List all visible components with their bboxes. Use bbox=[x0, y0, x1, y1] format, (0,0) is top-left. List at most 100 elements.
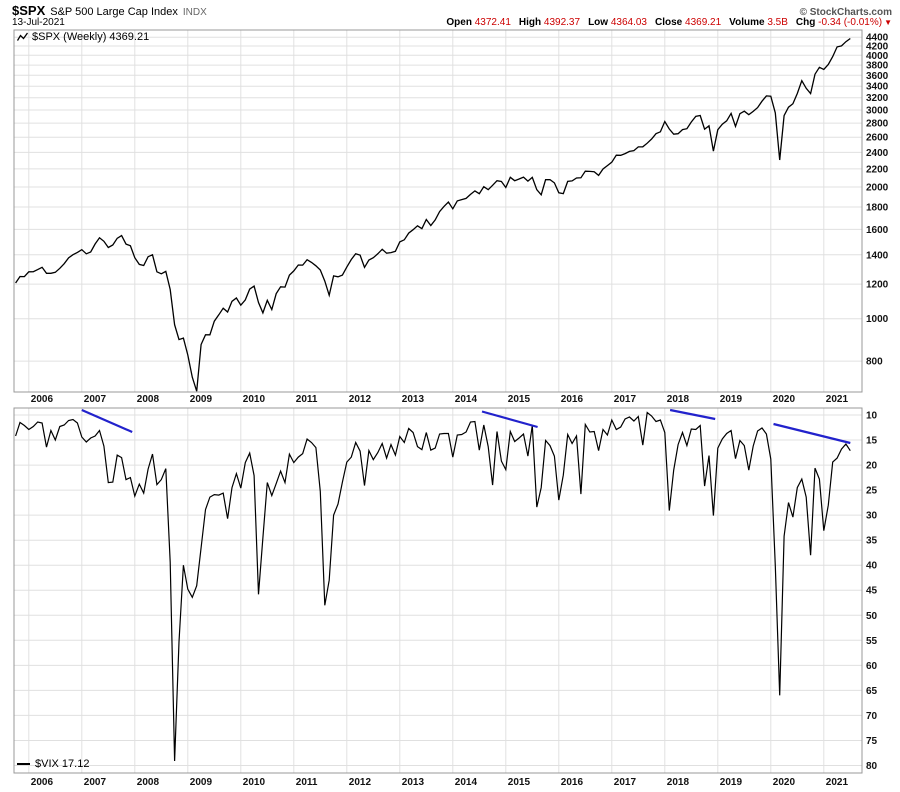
vix-line-sample-icon bbox=[17, 763, 30, 765]
quote-open: Open 4372.41 bbox=[446, 17, 511, 28]
price-axis-label: 1000 bbox=[866, 314, 889, 325]
change-down-arrow-icon: ▼ bbox=[884, 18, 892, 27]
vix-axis-label: 15 bbox=[866, 436, 878, 447]
close-value: 4369.21 bbox=[685, 17, 722, 28]
year-label-bottom: 2020 bbox=[773, 777, 796, 788]
year-label-bottom: 2015 bbox=[508, 777, 531, 788]
vix-axis-label: 75 bbox=[866, 736, 878, 747]
low-label: Low bbox=[588, 17, 609, 28]
price-axis-label: 3400 bbox=[866, 82, 889, 93]
vix-axis-label: 25 bbox=[866, 486, 878, 497]
header-row-2: 13-Jul-2021 Open 4372.41 High 4392.37 Lo… bbox=[12, 17, 892, 28]
price-axis-label: 2800 bbox=[866, 119, 889, 130]
vix-trendline-annotation bbox=[481, 410, 538, 429]
quote-change: Chg -0.34 (-0.01%) ▼ bbox=[796, 17, 892, 28]
year-label-mid: 2017 bbox=[614, 394, 637, 405]
year-label-bottom: 2010 bbox=[243, 777, 266, 788]
change-label: Chg bbox=[795, 17, 816, 28]
year-label-mid: 2019 bbox=[720, 394, 743, 405]
high-label: High bbox=[518, 17, 542, 28]
year-label-mid: 2014 bbox=[455, 394, 478, 405]
year-label-mid: 2008 bbox=[137, 394, 160, 405]
year-label-bottom: 2018 bbox=[667, 777, 690, 788]
spx-legend: $SPX (Weekly) 4369.21 bbox=[17, 31, 149, 43]
spx-legend-label: $SPX (Weekly) 4369.21 bbox=[32, 31, 150, 43]
close-label: Close bbox=[655, 17, 683, 28]
year-label-mid: 2016 bbox=[561, 394, 584, 405]
year-label-mid: 2020 bbox=[773, 394, 796, 405]
year-label-mid: 2012 bbox=[349, 394, 372, 405]
year-label-mid: 2018 bbox=[667, 394, 690, 405]
vix-trendline-annotation bbox=[669, 408, 716, 421]
vix-panel-border bbox=[13, 407, 863, 774]
price-axis-label: 1600 bbox=[866, 225, 889, 236]
spx-panel-border bbox=[13, 29, 863, 393]
price-axis-label: 4400 bbox=[866, 33, 889, 44]
vix-axis-label: 50 bbox=[866, 611, 878, 622]
vix-axis-label: 45 bbox=[866, 586, 878, 597]
high-value: 4392.37 bbox=[543, 17, 581, 28]
price-axis-label: 1200 bbox=[866, 280, 889, 291]
vix-axis-label: 35 bbox=[866, 536, 878, 547]
price-axis-label: 2200 bbox=[866, 164, 889, 175]
year-label-mid: 2011 bbox=[296, 394, 318, 405]
change-value: -0.34 (-0.01%) bbox=[818, 17, 883, 28]
year-label-mid: 2009 bbox=[190, 394, 213, 405]
vix-axis-label: 60 bbox=[866, 661, 878, 672]
year-label-bottom: 2017 bbox=[614, 777, 637, 788]
vix-axis-label: 40 bbox=[866, 561, 878, 572]
open-value: 4372.41 bbox=[474, 17, 511, 28]
exchange-tag: INDX bbox=[182, 7, 207, 18]
symbol: $SPX bbox=[12, 3, 46, 18]
year-label-bottom: 2009 bbox=[190, 777, 213, 788]
vix-axis-label: 80 bbox=[866, 761, 878, 772]
vix-axis-label: 20 bbox=[866, 461, 878, 472]
quote-close: Close 4369.21 bbox=[655, 17, 721, 28]
year-label-mid: 2007 bbox=[84, 394, 107, 405]
vix-series-line bbox=[15, 411, 851, 762]
line-chart-type-icon bbox=[17, 32, 28, 41]
copyright: © StockCharts.com bbox=[799, 7, 892, 18]
year-label-mid: 2015 bbox=[508, 394, 531, 405]
vix-axis-label: 10 bbox=[866, 411, 878, 422]
year-label-mid: 2010 bbox=[243, 394, 266, 405]
vix-axis-label: 30 bbox=[866, 511, 878, 522]
header-row-1: $SPX S&P 500 Large Cap Index INDX © Stoc… bbox=[12, 3, 892, 18]
price-axis-label: 2600 bbox=[866, 133, 889, 144]
price-axis-label: 1800 bbox=[866, 203, 889, 214]
price-axis-label: 3000 bbox=[866, 106, 889, 117]
price-axis-label: 1400 bbox=[866, 250, 889, 261]
chart-date: 13-Jul-2021 bbox=[12, 17, 65, 28]
quote-high: High 4392.37 bbox=[519, 17, 580, 28]
vix-axis-label: 65 bbox=[866, 686, 878, 697]
vix-trendline-annotation bbox=[773, 422, 851, 445]
year-label-bottom: 2011 bbox=[296, 777, 318, 788]
quote-volume: Volume 3.5B bbox=[729, 17, 788, 28]
vix-legend: $VIX 17.12 bbox=[17, 758, 89, 770]
price-axis-label: 3600 bbox=[866, 71, 889, 82]
open-label: Open bbox=[446, 17, 472, 28]
quote-line: Open 4372.41 High 4392.37 Low 4364.03 Cl… bbox=[438, 17, 892, 28]
price-axis-label: 3200 bbox=[866, 93, 889, 104]
quote-low: Low 4364.03 bbox=[588, 17, 647, 28]
year-label-mid: 2021 bbox=[826, 394, 849, 405]
year-label-mid: 2006 bbox=[31, 394, 54, 405]
year-label-bottom: 2019 bbox=[720, 777, 743, 788]
vix-axis-label: 70 bbox=[866, 711, 878, 722]
year-label-bottom: 2007 bbox=[84, 777, 107, 788]
price-axis-label: 4200 bbox=[866, 42, 889, 53]
symbol-name: S&P 500 Large Cap Index bbox=[50, 6, 178, 18]
price-axis-label: 2000 bbox=[866, 183, 889, 194]
year-label-bottom: 2016 bbox=[561, 777, 584, 788]
vix-axis-label: 55 bbox=[866, 636, 878, 647]
vix-trendline-annotation bbox=[81, 408, 133, 434]
volume-value: 3.5B bbox=[767, 17, 788, 28]
year-label-mid: 2013 bbox=[402, 394, 425, 405]
price-axis-label: 2400 bbox=[866, 148, 889, 159]
year-label-bottom: 2021 bbox=[826, 777, 849, 788]
year-label-bottom: 2012 bbox=[349, 777, 372, 788]
volume-label: Volume bbox=[729, 17, 765, 28]
price-axis-label: 3800 bbox=[866, 61, 889, 72]
